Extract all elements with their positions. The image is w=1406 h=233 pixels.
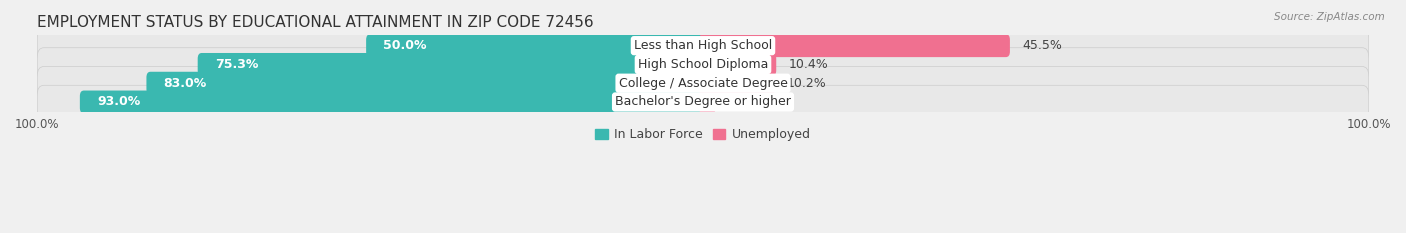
Text: 83.0%: 83.0% [163,77,207,90]
Text: 1.3%: 1.3% [728,96,759,109]
Text: Bachelor's Degree or higher: Bachelor's Degree or higher [614,96,792,109]
Text: College / Associate Degree: College / Associate Degree [619,77,787,90]
Text: 75.3%: 75.3% [215,58,259,71]
FancyBboxPatch shape [699,34,1010,57]
Text: 10.2%: 10.2% [787,77,827,90]
FancyBboxPatch shape [146,72,707,95]
FancyBboxPatch shape [198,53,707,76]
FancyBboxPatch shape [37,85,1369,119]
FancyBboxPatch shape [699,91,716,113]
Text: Less than High School: Less than High School [634,39,772,52]
Text: EMPLOYMENT STATUS BY EDUCATIONAL ATTAINMENT IN ZIP CODE 72456: EMPLOYMENT STATUS BY EDUCATIONAL ATTAINM… [37,15,593,30]
Text: High School Diploma: High School Diploma [638,58,768,71]
FancyBboxPatch shape [80,91,707,113]
Text: 93.0%: 93.0% [97,96,141,109]
Text: 10.4%: 10.4% [789,58,828,71]
FancyBboxPatch shape [37,48,1369,81]
Text: 50.0%: 50.0% [384,39,427,52]
FancyBboxPatch shape [699,72,775,95]
Legend: In Labor Force, Unemployed: In Labor Force, Unemployed [591,123,815,146]
FancyBboxPatch shape [37,29,1369,62]
Text: Source: ZipAtlas.com: Source: ZipAtlas.com [1274,12,1385,22]
Text: 45.5%: 45.5% [1022,39,1062,52]
FancyBboxPatch shape [37,66,1369,100]
FancyBboxPatch shape [699,53,776,76]
FancyBboxPatch shape [366,34,707,57]
